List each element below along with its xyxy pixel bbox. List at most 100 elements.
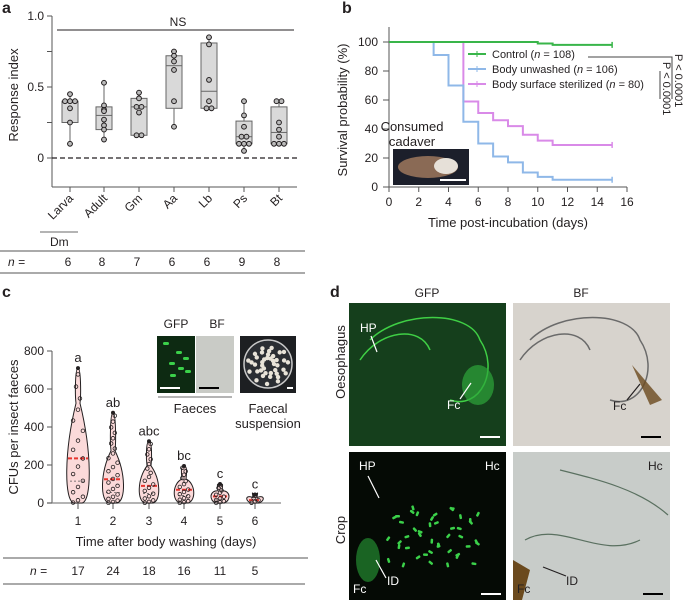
colony: [281, 367, 286, 372]
data-point: [110, 486, 116, 492]
panel-a-boxplot: 1.0 0.5 0 Response index NS Larva Adult Gm Aa Lb P…: [0, 9, 305, 274]
x-tick-label: Bt: [267, 191, 285, 209]
data-point: [177, 484, 182, 490]
data-point: [101, 116, 107, 123]
colony: [270, 353, 276, 359]
bacteria: [455, 552, 461, 557]
crop-bf-image: [513, 452, 670, 600]
x-tick-label: 3: [146, 514, 153, 528]
data-point: [115, 498, 120, 503]
data-point: [213, 492, 219, 498]
data-point: [213, 497, 219, 503]
bacteria: [404, 535, 410, 539]
data-point: [183, 469, 188, 474]
data-point: [75, 438, 81, 443]
max-point: [253, 492, 257, 497]
colony: [274, 371, 279, 376]
data-point: [181, 489, 187, 495]
data-point: [101, 136, 107, 143]
bacteria: [415, 511, 420, 517]
data-point: [180, 465, 185, 470]
data-point: [241, 148, 247, 154]
data-point: [106, 496, 111, 502]
data-point: [278, 98, 285, 105]
y-tick-label: 40: [365, 122, 379, 136]
data-point: [171, 52, 177, 59]
bacteria: [401, 562, 406, 568]
data-point: [115, 472, 120, 478]
data-point: [148, 457, 153, 462]
data-point: [70, 500, 76, 505]
data-point: [217, 483, 223, 488]
data-point: [101, 126, 107, 133]
bacteria: [398, 520, 404, 524]
legend-entry: Body unwashed (n = 106): [492, 64, 618, 76]
data-point: [80, 478, 86, 484]
colony: [247, 369, 252, 374]
significance-letter: abc: [139, 423, 160, 438]
data-point: [221, 499, 227, 504]
bacteria: [183, 357, 189, 360]
n-value: 7: [134, 255, 141, 269]
bacteria: [163, 342, 169, 345]
tissue-outline: [519, 316, 649, 403]
x-tick-label: 0: [386, 195, 393, 209]
bacteria: [411, 505, 415, 511]
data-point: [115, 492, 120, 497]
colony: [259, 350, 265, 355]
legend-entry: Body surface sterilized (n = 80): [492, 79, 644, 91]
label-fc: Fc: [613, 399, 626, 413]
data-point: [75, 484, 81, 490]
panel-d-label: d: [330, 284, 340, 301]
food-content: [513, 560, 530, 600]
x-tick-label: Ps: [230, 191, 250, 211]
y-tick-label: 60: [365, 93, 379, 107]
bacteria: [475, 541, 480, 546]
panel-b-label: b: [342, 0, 352, 17]
data-point: [112, 413, 118, 418]
significance-letter: ab: [106, 395, 120, 410]
x-tick-label: 2: [415, 195, 422, 209]
data-point: [115, 460, 120, 465]
colony: [252, 351, 258, 357]
n-value: 6: [65, 255, 72, 269]
data-point: [75, 498, 81, 503]
data-point: [150, 482, 156, 487]
x-tick-label: Larva: [45, 191, 76, 222]
colony: [263, 370, 268, 376]
x-tick-label: 14: [591, 195, 605, 209]
bacteria: [412, 527, 418, 532]
data-point: [241, 112, 247, 119]
bacteria: [422, 553, 429, 556]
data-point: [110, 464, 116, 470]
data-point: [110, 451, 116, 456]
colony: [281, 358, 287, 363]
bacteria: [450, 526, 456, 530]
data-point: [73, 384, 79, 389]
column-label-gfp: GFP: [415, 286, 440, 300]
data-point: [110, 436, 116, 441]
data-point: [276, 119, 282, 126]
data-point: [80, 494, 86, 499]
oesophagus-bf-image: [513, 303, 670, 446]
significance-letter: c: [217, 466, 224, 481]
data-point: [145, 452, 150, 457]
colony: [260, 373, 266, 379]
legend-entry: Control (n = 108): [492, 49, 575, 61]
bacteria: [476, 511, 480, 517]
colony: [254, 355, 259, 360]
violin: [66, 367, 90, 504]
n-value: 24: [106, 564, 120, 578]
data-point: [183, 478, 188, 484]
data-point: [217, 496, 223, 501]
arrow: [367, 475, 380, 499]
panel-d-micrographs: GFP BF Oesophagus Crop HP Fc Fc HP Hc ID Fc Hc ID Fc: [333, 286, 670, 600]
x-tick-label: Aa: [160, 191, 181, 212]
colony: [277, 350, 282, 355]
bacteria: [436, 542, 440, 548]
data-point: [241, 140, 247, 147]
label-hc: Hc: [648, 459, 663, 473]
data-point: [181, 495, 187, 501]
data-point: [146, 494, 152, 499]
